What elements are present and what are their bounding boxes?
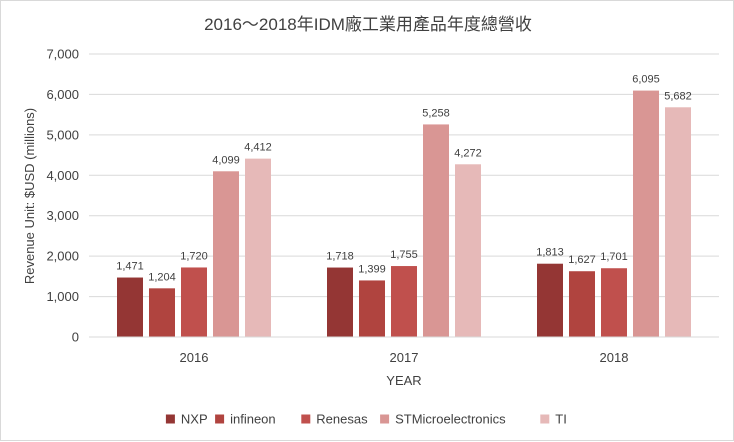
legend-label: TI <box>555 412 567 427</box>
data-label: 1,204 <box>148 271 176 283</box>
data-label: 4,272 <box>454 147 482 159</box>
data-labels: 1,471 1,204 1,720 4,099 4,412 1,718 1,399 1,755… <box>116 74 692 284</box>
bar-renesas-2016 <box>181 267 207 337</box>
data-label: 1,720 <box>180 250 208 262</box>
y-tick-label: 5,000 <box>46 127 79 142</box>
legend-swatch <box>301 414 311 424</box>
legend-swatch <box>540 414 550 424</box>
bar-stmicroelectronics-2017 <box>423 124 449 337</box>
legend-item-nxp: NXP <box>165 412 208 427</box>
y-tick-label: 7,000 <box>46 47 79 62</box>
y-tick-label: 6,000 <box>46 87 79 102</box>
legend-item-ti: TI <box>540 412 567 427</box>
data-label: 1,813 <box>536 247 564 259</box>
bars <box>117 90 691 338</box>
legend: NXP infineon Renesas STMicroelectronics TI <box>165 412 567 427</box>
bar-ti-2018 <box>665 107 691 338</box>
bar-infineon-2016 <box>149 288 175 337</box>
legend-item-infineon: infineon <box>215 412 276 427</box>
data-label: 5,258 <box>422 107 450 119</box>
bar-nxp-2017 <box>327 267 353 337</box>
data-label: 1,399 <box>358 263 386 275</box>
bar-renesas-2017 <box>391 266 417 337</box>
legend-label: Renesas <box>316 412 368 427</box>
legend-label: NXP <box>181 412 208 427</box>
bar-nxp-2016 <box>117 277 143 337</box>
data-label: 1,755 <box>390 249 418 261</box>
data-label: 5,682 <box>664 90 692 102</box>
x-axis-title: YEAR <box>386 373 421 388</box>
y-tick-label: 4,000 <box>46 168 79 183</box>
legend-swatch <box>215 414 225 424</box>
bar-nxp-2018 <box>537 263 563 337</box>
legend-swatch <box>165 414 175 424</box>
bar-ti-2016 <box>245 158 271 337</box>
x-tick-label: 2018 <box>600 350 629 365</box>
data-label: 4,099 <box>212 154 240 166</box>
x-tick-label: 2017 <box>390 350 419 365</box>
y-axis-ticks: 0 1,000 2,000 3,000 4,000 5,000 6,000 7,000 <box>46 47 79 345</box>
data-label: 1,471 <box>116 261 144 273</box>
data-label: 4,412 <box>244 142 272 154</box>
legend-label: STMicroelectronics <box>395 412 506 427</box>
y-tick-label: 0 <box>72 330 79 345</box>
bar-ti-2017 <box>455 164 481 337</box>
bar-stmicroelectronics-2016 <box>213 171 239 337</box>
data-label: 1,627 <box>568 254 596 266</box>
y-axis-title: Revenue Unit: $USD (millions) <box>22 108 37 284</box>
y-tick-label: 1,000 <box>46 289 79 304</box>
gridlines <box>89 53 719 298</box>
y-tick-label: 3,000 <box>46 208 79 223</box>
legend-item-stmicroelectronics: STMicroelectronics <box>380 412 506 427</box>
bar-renesas-2018 <box>601 268 627 337</box>
chart-title: 2016～2018年IDM廠工業用產品年度總營收 <box>204 14 532 34</box>
data-label: 6,095 <box>632 74 660 86</box>
data-label: 1,718 <box>326 251 354 263</box>
x-axis-ticks: 2016 2017 2018 <box>180 350 629 365</box>
y-tick-label: 2,000 <box>46 249 79 264</box>
bar-infineon-2017 <box>359 280 385 337</box>
bar-infineon-2018 <box>569 271 595 337</box>
legend-swatch <box>380 414 390 424</box>
data-label: 1,701 <box>600 251 628 263</box>
legend-item-renesas: Renesas <box>301 412 368 427</box>
legend-label: infineon <box>230 412 276 427</box>
bar-stmicroelectronics-2018 <box>633 90 659 337</box>
x-tick-label: 2016 <box>180 350 209 365</box>
